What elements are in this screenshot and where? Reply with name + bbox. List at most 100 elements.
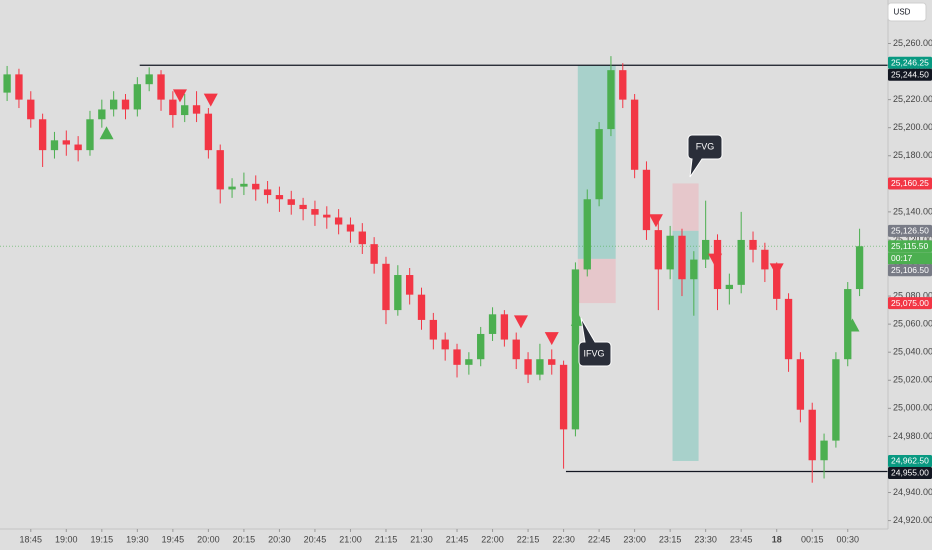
candle-body	[654, 230, 662, 270]
candle-body	[773, 269, 781, 299]
annotation: FVG	[696, 141, 715, 151]
candle-body	[548, 359, 556, 365]
candle-body	[844, 289, 852, 360]
signal	[99, 126, 114, 140]
candle-body	[157, 74, 165, 100]
y-tick-label: 24,940.00	[893, 487, 932, 497]
candle-body	[169, 99, 177, 116]
candle-body	[796, 359, 805, 410]
candle-body	[690, 259, 698, 280]
price-label-box	[888, 240, 932, 253]
candle-body	[275, 195, 284, 200]
candle-body	[512, 339, 520, 360]
candle-body	[488, 314, 497, 334]
candle-body	[204, 113, 213, 151]
price-label-box	[888, 56, 932, 69]
candle-body	[500, 314, 509, 340]
candle-body	[370, 244, 378, 264]
y-tick-label: 25,140.00	[893, 206, 932, 216]
candle-body	[311, 209, 319, 215]
candle-body	[417, 294, 426, 320]
candle-body	[27, 99, 35, 120]
candle-body	[832, 359, 840, 441]
signal	[845, 318, 860, 332]
x-tick-label: 19:15	[91, 534, 114, 544]
callout-box	[687, 134, 723, 178]
candle-body	[583, 199, 591, 270]
plot	[0, 56, 888, 483]
y-tick-label: 25,120.00	[893, 234, 932, 244]
x-tick-label: 19:45	[162, 534, 185, 544]
x-tick-label: 21:00	[339, 534, 362, 544]
candle-body	[784, 298, 793, 360]
candle-body	[62, 140, 70, 145]
price-label: 25,160.25	[891, 178, 929, 188]
candle-body	[50, 140, 59, 151]
candle-body	[121, 99, 130, 110]
y-tick-label: 25,080.00	[893, 290, 932, 300]
y-tick-label: 24,980.00	[893, 431, 932, 441]
annotation: IFVG	[583, 348, 604, 358]
x-tick-label: 18	[772, 534, 782, 544]
candle-body	[98, 109, 106, 120]
currency-button[interactable]: USD	[887, 2, 927, 22]
candle-body	[536, 359, 544, 375]
price-label-box	[888, 466, 932, 479]
price-label: 25,246.25	[891, 58, 929, 68]
x-tick-label: 19:30	[126, 534, 149, 544]
candle-body	[678, 235, 686, 280]
y-tick-label: 25,040.00	[893, 347, 932, 357]
x-tick-label: 21:45	[446, 534, 469, 544]
price-label: 25,244.50	[891, 70, 929, 80]
x-tick-label: 23:45	[730, 534, 753, 544]
candle-body	[701, 239, 710, 260]
candle-body	[524, 359, 532, 375]
candle-body	[607, 70, 615, 130]
candle-body	[86, 119, 94, 151]
button[interactable]	[887, 2, 927, 22]
x-tick-label: 22:00	[481, 534, 504, 544]
price-label: 25,115.50	[891, 241, 928, 251]
candle-body	[74, 144, 82, 151]
candle-body	[109, 99, 118, 110]
price-label: 24,962.50	[891, 456, 929, 466]
fvg-callout: FVG	[687, 134, 723, 178]
candle-body	[358, 231, 366, 245]
candle-body	[465, 359, 473, 365]
x-tick-label: 22:45	[588, 534, 611, 544]
candle-body	[228, 186, 236, 190]
candle-body	[145, 74, 153, 85]
y-tick-label: 25,220.00	[893, 94, 932, 104]
signal	[544, 332, 559, 346]
candle-body	[216, 150, 224, 190]
signal	[203, 93, 218, 107]
candle-body	[382, 263, 390, 311]
price-label-box	[888, 454, 932, 467]
candle-body	[334, 217, 343, 225]
candle-body	[761, 249, 769, 270]
y-tick-label: 25,260.00	[893, 38, 932, 48]
candle-body	[192, 105, 201, 114]
candle-body	[630, 99, 639, 170]
candle-body	[855, 246, 864, 290]
zone	[672, 183, 699, 231]
x-tick-label: 22:15	[517, 534, 540, 544]
x-tick-label: 20:00	[197, 534, 220, 544]
candle-body	[38, 119, 47, 151]
signal	[648, 214, 663, 228]
candle-body	[749, 239, 757, 250]
price-label-box	[888, 297, 932, 310]
currency[interactable]: USD	[894, 8, 911, 17]
candle-body	[666, 235, 674, 270]
candle-body	[619, 70, 627, 100]
candle-body	[240, 183, 248, 187]
candle-body	[477, 333, 485, 360]
price-label-box	[888, 264, 932, 277]
candle-body	[323, 214, 331, 218]
candle-body	[441, 339, 449, 350]
y-tick-label: 25,180.00	[893, 150, 932, 160]
candle-body	[181, 105, 189, 116]
candle-body	[737, 239, 745, 285]
